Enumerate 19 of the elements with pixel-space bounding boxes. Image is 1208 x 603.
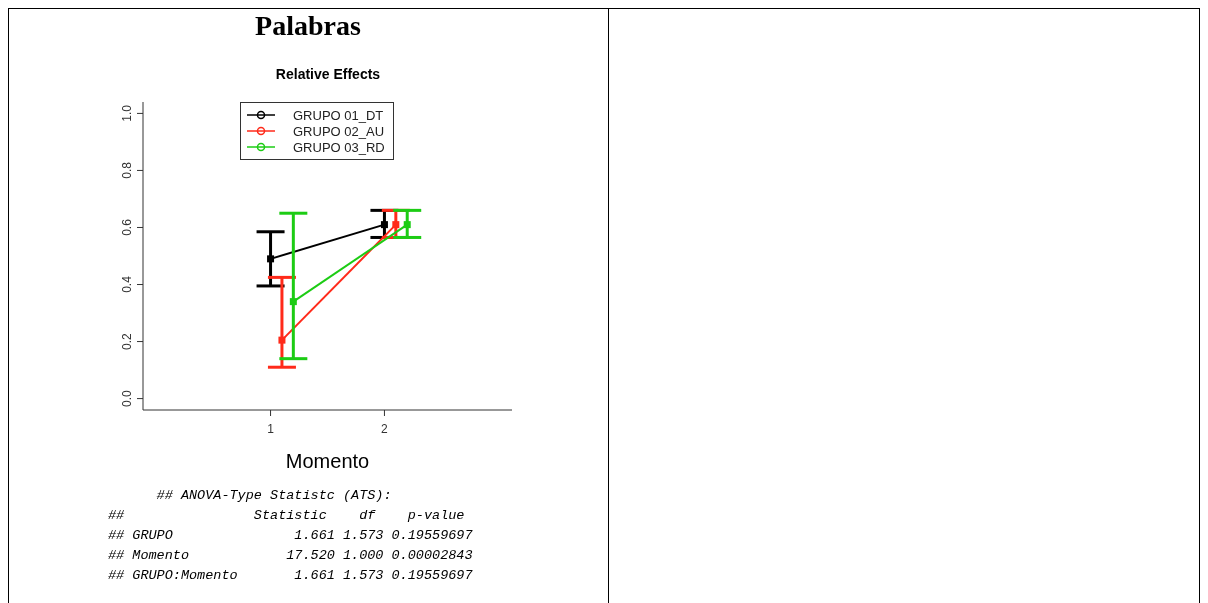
y-tick-label: 0.8: [120, 161, 134, 179]
legend-label: GRUPO 03_RD: [293, 139, 385, 155]
chart-title: Palabras: [254, 10, 362, 42]
y-tick-label: 0.4: [120, 275, 134, 293]
text: ## Statistic df p-value: [108, 507, 466, 525]
chart-subtitle: Relative Effects: [274, 66, 382, 82]
y-tick-label: 0.6: [120, 218, 134, 236]
y-tick-label: 0.0: [120, 389, 134, 407]
text: ## Momento 17.520 1.000 0.00002843: [108, 547, 473, 565]
legend-label: GRUPO 01_DT: [293, 107, 384, 123]
x-tick-label: 1: [267, 421, 275, 436]
y-tick-label: 0.2: [120, 332, 134, 350]
y-tick-label: 1.0: [120, 104, 134, 122]
legend-label: GRUPO 02_AU: [293, 123, 385, 139]
x-axis-title: Momento: [285, 450, 370, 472]
x-tick-label: 2: [381, 421, 389, 436]
text: ## ANOVA-Type Statistc (ATS):: [155, 487, 393, 505]
text: ## GRUPO:Momento 1.661 1.573 0.19559697: [108, 567, 473, 585]
text: ## GRUPO 1.661 1.573 0.19559697: [108, 527, 473, 545]
